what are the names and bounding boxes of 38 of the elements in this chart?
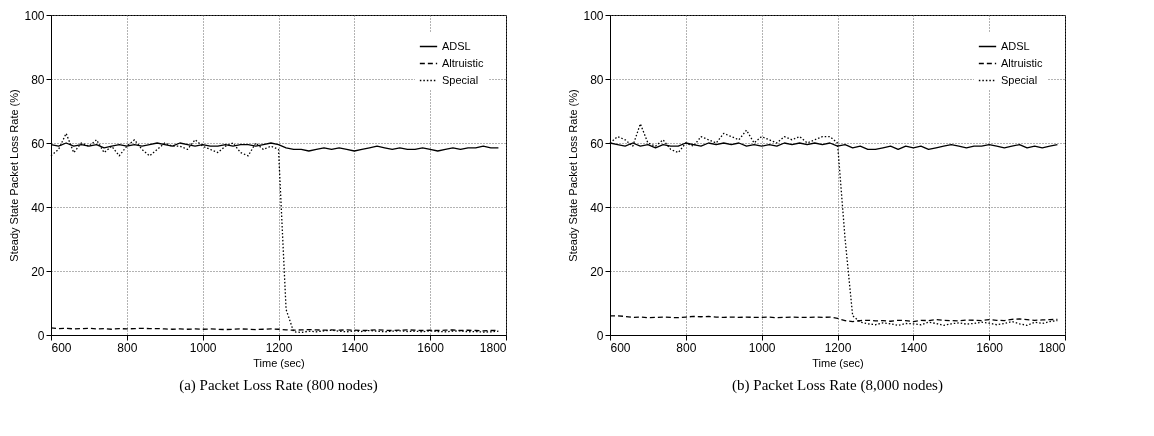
legend-label: Special bbox=[442, 73, 479, 86]
x-tick-label: 600 bbox=[51, 340, 72, 355]
x-tick-label: 1800 bbox=[1038, 340, 1066, 355]
x-tick-label: 1800 bbox=[479, 340, 507, 355]
x-tick-label: 1400 bbox=[341, 340, 369, 355]
x-tick-label: 600 bbox=[610, 340, 631, 355]
y-tick-label: 0 bbox=[596, 328, 604, 343]
legend-label: Altruistic bbox=[1001, 56, 1044, 69]
y-tick-label: 20 bbox=[31, 264, 45, 279]
y-tick-label: 60 bbox=[590, 136, 604, 151]
x-tick-label: 1200 bbox=[824, 340, 852, 355]
y-tick-label: 40 bbox=[31, 200, 45, 215]
y-tick-label: 20 bbox=[590, 264, 604, 279]
y-tick-label: 0 bbox=[37, 328, 45, 343]
x-tick-label: 800 bbox=[676, 340, 697, 355]
x-tick-label: 800 bbox=[117, 340, 138, 355]
y-axis-title: Steady State Packet Loss Rate (%) bbox=[8, 89, 21, 262]
y-axis-title: Steady State Packet Loss Rate (%) bbox=[567, 89, 580, 262]
text: (a) Packet Loss Rate (800 nodes) bbox=[179, 377, 378, 394]
x-tick-label: 1000 bbox=[748, 340, 776, 355]
legend-label: ADSL bbox=[442, 39, 471, 52]
y-tick-label: 80 bbox=[590, 72, 604, 87]
y-tick-label: 60 bbox=[31, 136, 45, 151]
legend-label: Special bbox=[1001, 73, 1038, 86]
x-tick-label: 1600 bbox=[417, 340, 445, 355]
x-tick-label: 1600 bbox=[976, 340, 1004, 355]
x-axis-title: Time (sec) bbox=[253, 356, 305, 369]
x-axis-title: Time (sec) bbox=[812, 356, 864, 369]
y-tick-label: 100 bbox=[583, 8, 604, 23]
y-tick-label: 100 bbox=[24, 8, 45, 23]
x-tick-label: 1400 bbox=[900, 340, 928, 355]
legend-label: Altruistic bbox=[442, 56, 485, 69]
x-tick-label: 1000 bbox=[189, 340, 217, 355]
x-tick-label: 1200 bbox=[265, 340, 293, 355]
y-tick-label: 40 bbox=[590, 200, 604, 215]
y-tick-label: 80 bbox=[31, 72, 45, 87]
legend-label: ADSL bbox=[1001, 39, 1030, 52]
text: (b) Packet Loss Rate (8,000 nodes) bbox=[732, 377, 943, 394]
